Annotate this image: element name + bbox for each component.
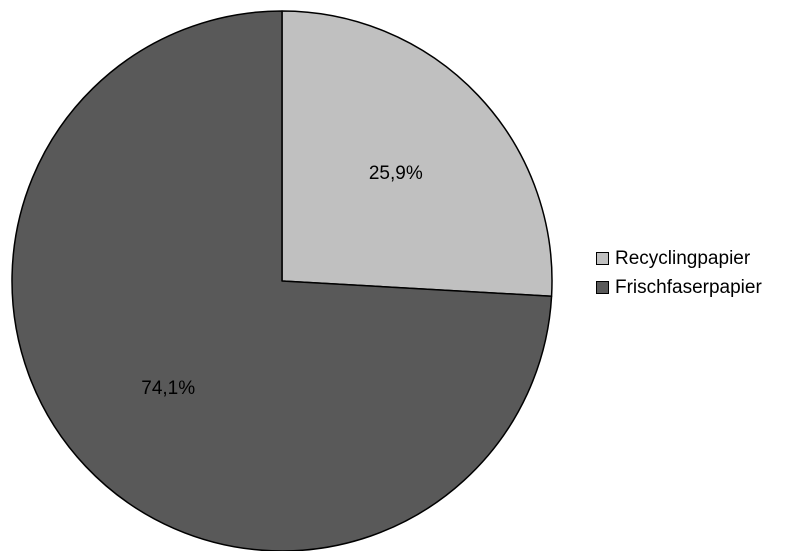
legend-label-recyclingpapier: Recyclingpapier xyxy=(615,247,751,269)
legend-item-frischfaserpapier: Frischfaserpapier xyxy=(596,273,762,302)
legend-swatch-frischfaserpapier xyxy=(596,281,609,294)
data-label-frischfaserpapier: 74,1% xyxy=(141,378,195,399)
legend-swatch-recyclingpapier xyxy=(596,252,609,265)
chart-legend: Recyclingpapier Frischfaserpapier xyxy=(596,244,762,302)
legend-label-frischfaserpapier: Frischfaserpapier xyxy=(615,276,762,298)
legend-item-recyclingpapier: Recyclingpapier xyxy=(596,244,762,273)
data-label-recyclingpapier: 25,9% xyxy=(369,163,423,184)
pie-slice-frischfaserpapier xyxy=(11,10,553,551)
pie-slice-recyclingpapier xyxy=(281,10,553,298)
